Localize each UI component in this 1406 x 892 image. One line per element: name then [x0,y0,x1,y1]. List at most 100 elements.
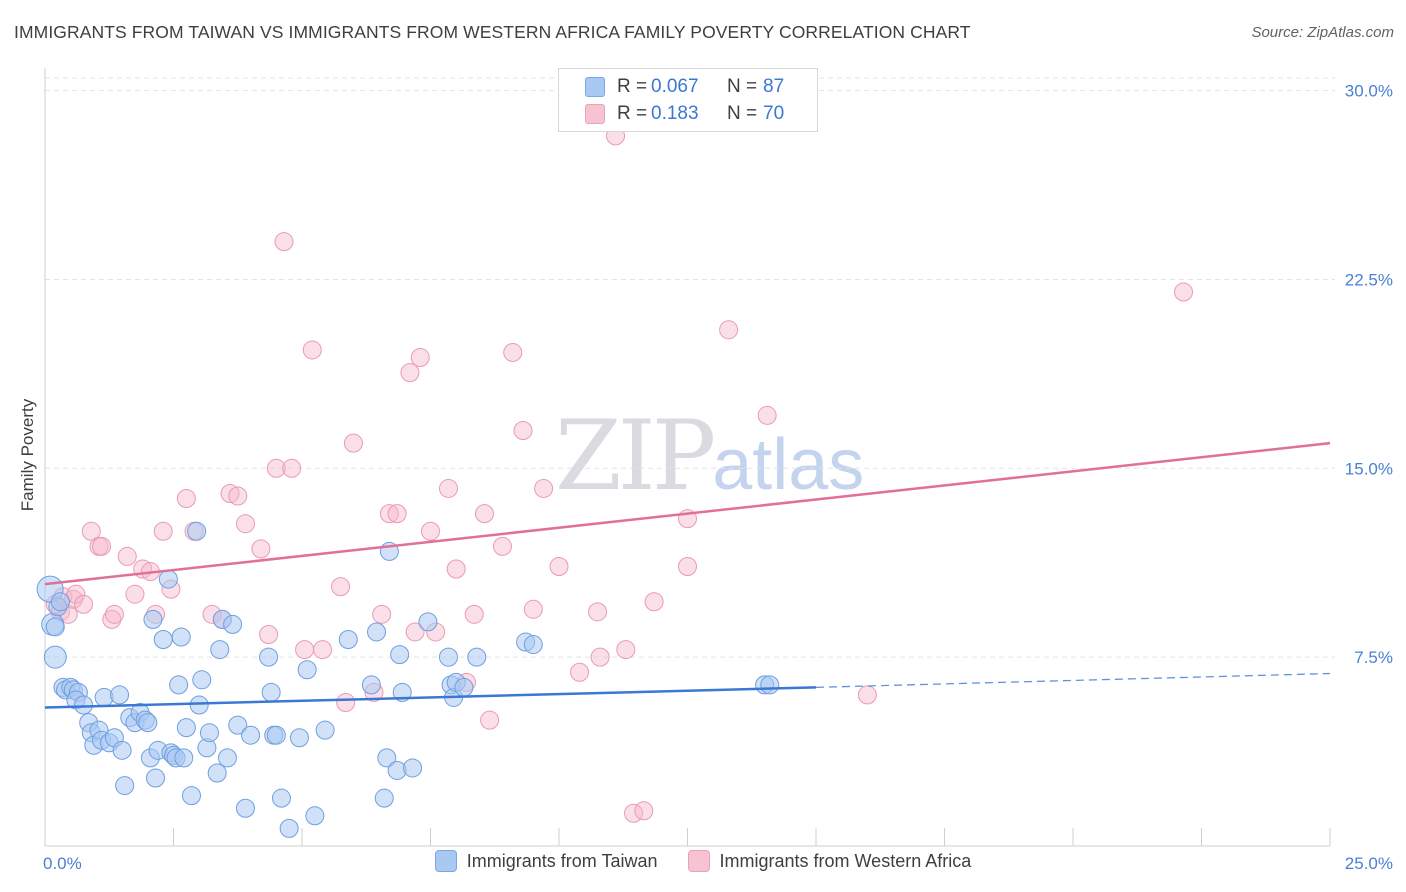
trendline-taiwan-extrapolated [815,672,1331,689]
point-wafrica [549,556,569,576]
point-wafrica [176,489,196,509]
legend-n-value: 87 [763,76,785,97]
point-taiwan [187,521,207,541]
point-wafrica [220,483,240,503]
point-taiwan [146,768,166,788]
point-taiwan [181,786,201,806]
point-wafrica [757,405,777,425]
point-taiwan [207,763,227,783]
point-wafrica [74,594,94,614]
point-taiwan [112,740,132,760]
point-wafrica [117,546,137,566]
point-wafrica [503,342,523,362]
point-taiwan [297,660,317,680]
point-taiwan [169,675,189,695]
x-tick-label: 25.0% [1345,854,1393,873]
legend-r-value: 0.183 [651,103,699,124]
point-wafrica [719,320,739,340]
legend-row-wafrica: R = 0.183 N = 70 [585,101,784,127]
point-wafrica [464,604,484,624]
point-taiwan [760,675,780,695]
point-taiwan [158,569,178,589]
y-tick-label: 22.5% [1345,270,1393,289]
point-wafrica [92,536,112,556]
point-taiwan [110,685,130,705]
point-wafrica [228,486,248,506]
point-wafrica [274,232,294,252]
legend-row-taiwan: R = 0.067 N = 87 [585,74,784,100]
point-wafrica [570,662,590,682]
point-taiwan [228,715,248,735]
trendline-taiwan [44,686,817,709]
point-wafrica [590,647,610,667]
point-wafrica [644,592,664,612]
point-wafrica [336,692,356,712]
series-legend-taiwan[interactable]: Immigrants from Taiwan [434,850,658,872]
point-taiwan [174,748,194,768]
legend-swatch-taiwan [585,77,605,97]
zipatlas-watermark: ZIPatlas [555,400,864,512]
point-taiwan [271,788,291,808]
point-wafrica [379,504,399,524]
series-label-taiwan: Immigrants from Taiwan [466,850,658,871]
point-taiwan [390,645,410,665]
chart-title: IMMIGRANTS FROM TAIWAN VS IMMIGRANTS FRO… [14,22,971,42]
point-taiwan [153,630,173,650]
point-wafrica [102,609,122,629]
point-wafrica [446,559,466,579]
watermark-zip: ZIP [555,400,716,512]
point-wafrica [104,604,124,624]
point-taiwan [467,647,487,667]
y-tick-label: 30.0% [1345,82,1393,101]
point-taiwan [74,695,94,715]
point-wafrica [81,521,101,541]
point-taiwan [50,592,70,612]
point-wafrica [125,584,145,604]
series-swatch-wafrica [687,850,710,872]
point-wafrica [513,421,533,441]
point-taiwan [289,728,309,748]
legend-swatch-wafrica [585,104,605,124]
point-wafrica [331,577,351,597]
point-wafrica [251,539,271,559]
point-wafrica [405,622,425,642]
point-wafrica [372,604,392,624]
point-taiwan [192,670,212,690]
point-wafrica [588,602,608,622]
trendline-wafrica [44,441,1331,586]
point-wafrica [616,640,636,660]
point-wafrica [282,458,302,478]
point-wafrica [66,584,86,604]
point-taiwan [210,640,230,660]
y-tick-label: 15.0% [1345,459,1393,478]
point-taiwan [189,695,209,715]
point-taiwan [261,682,281,702]
point-taiwan [438,647,458,667]
point-wafrica [259,624,279,644]
point-taiwan [305,806,325,826]
point-wafrica [534,478,554,498]
series-swatch-taiwan [434,850,457,872]
y-tick-label: 7.5% [1354,648,1393,667]
point-taiwan [176,718,196,738]
point-wafrica [266,458,286,478]
point-wafrica [295,640,315,660]
source-credit: Source: ZipAtlas.com [1251,24,1394,41]
point-wafrica [153,521,173,541]
point-taiwan [241,725,261,745]
legend-r-value: 0.067 [651,76,699,97]
point-taiwan [115,776,135,796]
legend-n-label: N = [727,76,758,97]
point-taiwan [315,720,335,740]
point-taiwan [418,612,438,632]
point-wafrica [343,433,363,453]
series-legend-wafrica[interactable]: Immigrants from Western Africa [687,850,971,872]
point-taiwan [454,677,474,697]
point-taiwan [138,713,158,733]
point-wafrica [1174,282,1194,302]
point-wafrica [400,363,420,383]
point-taiwan [523,635,543,655]
point-wafrica [480,710,500,730]
point-taiwan [43,645,67,669]
point-taiwan [259,647,279,667]
